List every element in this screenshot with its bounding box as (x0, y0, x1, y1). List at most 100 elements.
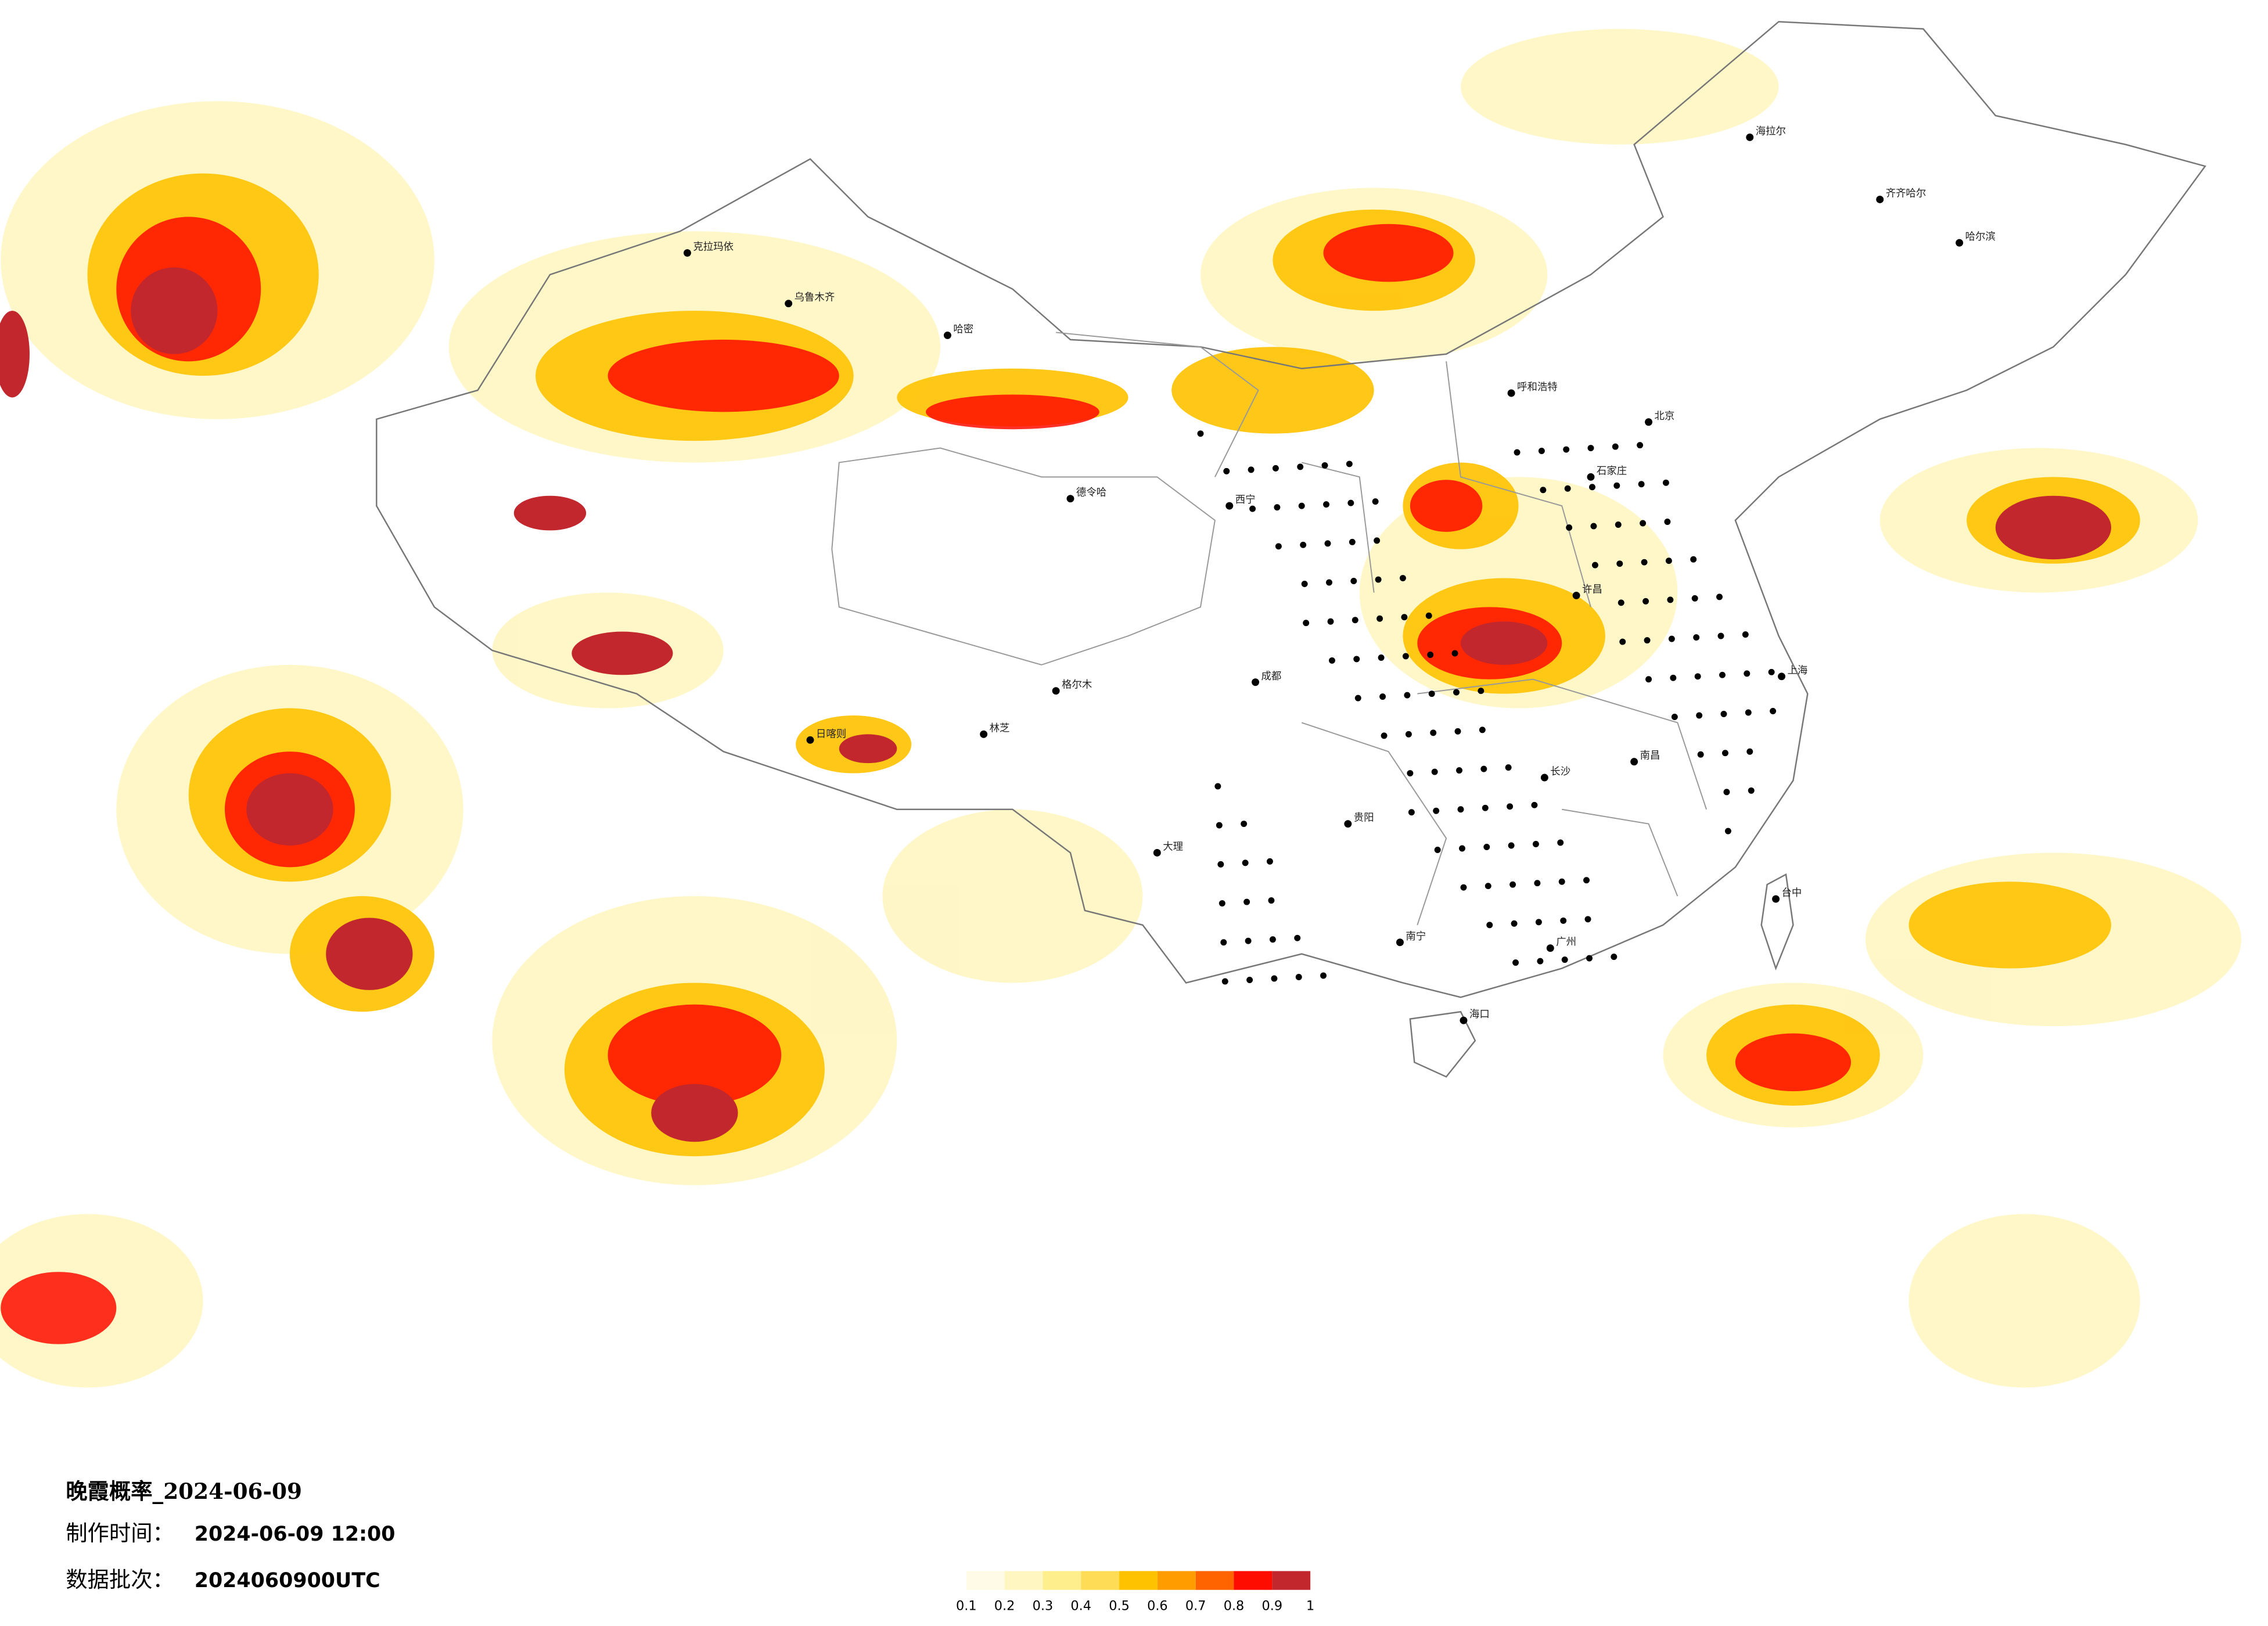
station-dot (1616, 560, 1623, 567)
station-dot (1274, 504, 1281, 511)
station-dot (1768, 668, 1775, 675)
city-dot (1876, 195, 1884, 203)
station-dot (1482, 804, 1489, 811)
city-dot (806, 736, 814, 744)
station-dot (1531, 801, 1538, 808)
station-dot (1560, 917, 1567, 924)
station-dot (1720, 711, 1727, 717)
station-dot (1375, 576, 1382, 583)
station-dot (1478, 688, 1485, 695)
station-dot (1641, 559, 1648, 566)
city-dot (1778, 672, 1785, 681)
city-label: 成都 (1261, 671, 1282, 682)
station-dot (1220, 939, 1227, 946)
legend-swatch (1272, 1571, 1311, 1590)
legend-tick: 0.8 (1224, 1599, 1245, 1614)
batch-label: 数据批次： (66, 1567, 174, 1592)
city-label: 乌鲁木齐 (795, 292, 835, 304)
city-label: 德令哈 (1076, 487, 1106, 499)
station-dot (1770, 708, 1777, 715)
station-dot (1744, 670, 1751, 677)
station-dot (1347, 499, 1354, 506)
station-dot (1248, 466, 1255, 473)
station-dot (1670, 674, 1677, 681)
station-dot (1721, 750, 1728, 757)
country-outline (376, 21, 2206, 998)
station-dot (1376, 615, 1383, 622)
station-dot (1742, 631, 1749, 638)
city-label: 大理 (1163, 841, 1183, 852)
city-dot (1052, 687, 1060, 695)
station-dot (1557, 839, 1564, 846)
station-dot (1275, 543, 1282, 550)
station-dot (1272, 465, 1279, 472)
city-label: 广州 (1556, 937, 1576, 948)
station-dot (1637, 442, 1644, 449)
station-dot (1505, 764, 1512, 771)
station-dot (1301, 581, 1308, 587)
city-label: 台中 (1782, 887, 1802, 899)
city-label: 许昌 (1582, 584, 1602, 595)
station-dot (1433, 807, 1440, 814)
station-dot (1644, 637, 1651, 644)
city-label: 南昌 (1640, 750, 1660, 762)
station-dot (1507, 803, 1514, 810)
batch-value: 2024060900UTC (195, 1569, 380, 1592)
station-dot (1324, 540, 1331, 547)
station-dot (1268, 897, 1275, 904)
station-dot (1453, 689, 1460, 696)
station-dot (1615, 521, 1622, 528)
station-dot (1589, 484, 1595, 491)
station-dot (1457, 806, 1464, 813)
station-dot (1269, 936, 1276, 943)
legend-swatch (1119, 1571, 1158, 1590)
station-dot (1612, 443, 1619, 450)
station-dot (1483, 844, 1490, 850)
city-dot (1645, 418, 1653, 426)
city-dot (1630, 758, 1638, 766)
station-dot (1407, 770, 1414, 777)
station-dot (1321, 462, 1328, 469)
station-dot (1320, 972, 1327, 979)
province-borders (831, 332, 1708, 926)
station-dot (1303, 620, 1310, 627)
city-label: 哈尔滨 (1965, 231, 1996, 243)
station-dot (1662, 479, 1669, 486)
station-dot (1295, 974, 1302, 980)
station-dot (1266, 858, 1273, 865)
city-label: 克拉玛依 (693, 242, 734, 253)
city-label: 海口 (1469, 1009, 1490, 1020)
city-dot (1587, 473, 1595, 481)
title: 晚霞概率_2024-06-09 (66, 1478, 302, 1504)
station-dot (1460, 884, 1467, 891)
city-dot (1460, 1016, 1468, 1024)
made-value: 2024-06-09 12:00 (195, 1523, 396, 1546)
station-dot (1242, 859, 1249, 866)
city-dot (683, 249, 691, 257)
station-dot (1613, 482, 1620, 489)
station-dot (1586, 955, 1593, 962)
station-dot (1219, 900, 1225, 907)
station-dot (1402, 653, 1409, 660)
station-dot (1327, 618, 1334, 625)
station-dot (1352, 617, 1358, 624)
station-dot (1298, 502, 1305, 509)
station-dot (1668, 635, 1675, 642)
city-dot (1507, 389, 1515, 397)
city-label: 西宁 (1235, 494, 1256, 506)
city-label: 北京 (1655, 411, 1675, 422)
legend-swatch (1195, 1571, 1234, 1590)
station-dot (1346, 461, 1353, 467)
legend-tick: 0.2 (994, 1599, 1015, 1614)
station-dot (1509, 881, 1516, 888)
city-label: 南宁 (1406, 931, 1426, 942)
legend-tick: 0.9 (1262, 1599, 1283, 1614)
city-dot (1956, 239, 1964, 247)
station-dot (1221, 978, 1228, 985)
station-dot (1745, 709, 1752, 716)
station-dot (1564, 485, 1571, 492)
station-dot (1456, 767, 1462, 774)
station-dot (1535, 919, 1542, 926)
station-dot (1401, 614, 1408, 621)
